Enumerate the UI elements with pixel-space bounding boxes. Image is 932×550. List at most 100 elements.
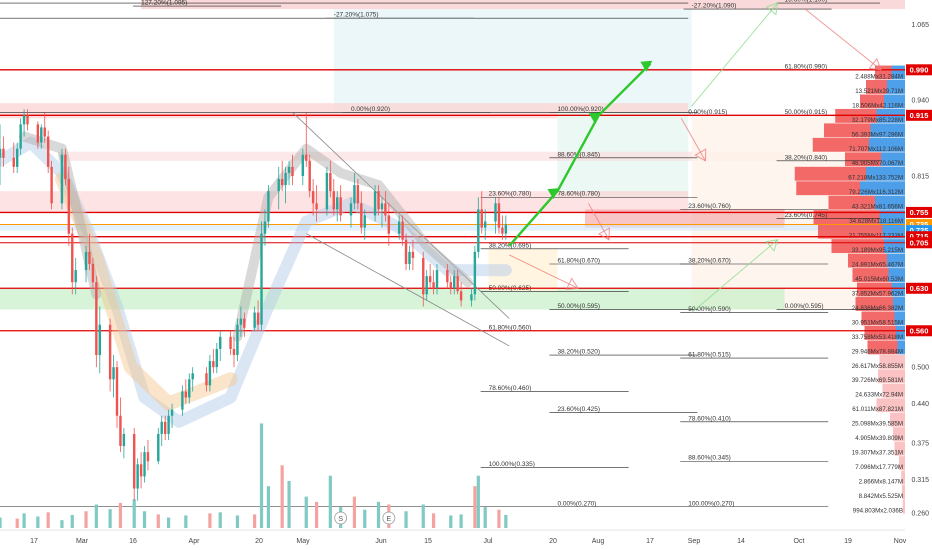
volume-bar (328, 475, 332, 528)
price-tick-label: 0.375 (911, 441, 929, 448)
candle-body (504, 224, 508, 234)
vp-buy-bar (887, 253, 905, 268)
candle-body (119, 415, 122, 447)
candle-body (315, 203, 318, 210)
red-forecast-arrow (587, 203, 610, 240)
candle-body (2, 148, 5, 158)
projection-arrows (508, 2, 882, 313)
candle-body (470, 294, 473, 301)
candle-body (287, 166, 291, 173)
candle-body (329, 172, 332, 192)
candle-body (363, 215, 366, 228)
candle-body (349, 203, 353, 216)
time-tick-label: 14 (737, 538, 745, 545)
volume-bar (142, 511, 147, 528)
candle-body (0, 148, 2, 158)
vp-label: 994.803Mx2.036B (853, 507, 903, 514)
vp-sell-bar (861, 311, 895, 326)
fib-label: 0.00%(0.920) (351, 106, 390, 113)
vp-label: 2.866Mx8.147M (859, 479, 903, 486)
candle-body (373, 191, 377, 216)
fib-label: 100.00%(0.270) (688, 500, 734, 507)
fib-label: 0.00%(0.915) (688, 109, 727, 116)
vp-sell-bar (848, 253, 887, 268)
candle-body (291, 166, 294, 176)
price-axis-bg (905, 0, 932, 550)
vp-buy-bar (891, 282, 905, 297)
fib-label: 100.00%(0.920) (557, 106, 603, 113)
vp-sell-bar (824, 123, 871, 138)
volume-bar (504, 514, 508, 528)
time-tick-label: 20 (255, 538, 263, 545)
candle-body (501, 227, 504, 234)
resistance-zone-745 (584, 209, 785, 228)
vp-sell-bar (879, 354, 905, 369)
candle-body (215, 348, 218, 368)
candle-body (267, 191, 270, 222)
poc-zone (0, 224, 905, 231)
vp-label: 19.307Mx37.351M (852, 450, 903, 457)
time-axis: 17 Mar 16 Apr 20 May Jun 15 Jul 20 Aug 17 Sep 14 Oct 19… (0, 529, 932, 550)
vp-label: 30.951Mx58.515M (852, 319, 903, 326)
candle-body (384, 203, 387, 216)
arrow-head (547, 188, 560, 200)
candle-body (446, 270, 449, 283)
candle-body (311, 191, 315, 204)
vp-label: 24.633Mx72.94M (855, 392, 903, 399)
time-tick-label: Jun (375, 538, 386, 545)
candle-body (219, 336, 222, 349)
price-tag-label: 0.560 (910, 326, 929, 335)
candle-body (353, 185, 356, 204)
fib-label: -27.20%(1.075) (334, 12, 379, 19)
vp-label: 2.488Mx31.284M (855, 73, 903, 80)
volume-bar (46, 512, 50, 528)
price-tick-label: 0.260 (911, 510, 929, 517)
price-tick-label: 0.440 (911, 401, 929, 408)
volume-bar (253, 514, 257, 528)
candle-body (408, 251, 411, 264)
fib-zone-top (141, 0, 906, 10)
red-forecast-arrow-head (694, 148, 707, 162)
price-axis: 1.065 0.940 0.815 0.500 0.440 0.375 0.315 0.260… (905, 0, 932, 550)
volume-bar (280, 465, 284, 528)
volume-bar (352, 496, 357, 528)
vp-buy-bar (881, 152, 905, 167)
vp-sell-bar (901, 470, 905, 485)
candle-body (46, 136, 50, 167)
vp-sell-bar (902, 499, 905, 514)
volume-bar (476, 475, 480, 528)
time-tick-label: May (296, 538, 310, 545)
volume-bar (431, 513, 436, 528)
candle-body (67, 179, 71, 234)
vp-label: 46.905Mx70.067M (852, 160, 903, 167)
bullish-projection-arrow (508, 62, 652, 247)
candle-body (494, 203, 497, 222)
volume-bar (84, 511, 88, 528)
vp-label: 34.628Mx118.116M (849, 218, 903, 225)
vp-label: 79.226Mx116.312M (849, 189, 903, 196)
price-tag (906, 325, 932, 337)
candle-body (212, 361, 215, 368)
green-forecast-arrow (691, 239, 779, 313)
candle-body (132, 433, 136, 489)
volume-profile: 2.488Mx31.284M 13.521Mx39.71M 18.506Mx42.1… (794, 65, 905, 514)
candle-body (236, 324, 239, 356)
candles (0, 109, 508, 501)
vp-label: 71.707Mx112.106M (849, 146, 903, 153)
candle-body (263, 221, 267, 234)
candle-body (163, 421, 167, 434)
price-tag-label: 0.705 (910, 238, 929, 247)
candle-body (40, 127, 43, 143)
volume-bar (118, 502, 123, 528)
vp-buy-bar (887, 80, 905, 94)
candle-body (43, 127, 46, 137)
arrow-head (640, 60, 653, 72)
vp-buy-bar (866, 166, 905, 181)
candle-body (22, 115, 26, 125)
vp-label: 8.842Mx5.525M (859, 493, 903, 500)
fib-label: 16.60%(1.100) (785, 0, 828, 4)
vp-label: 43.321Mx81.656M (852, 204, 903, 211)
candle-body (232, 348, 236, 356)
